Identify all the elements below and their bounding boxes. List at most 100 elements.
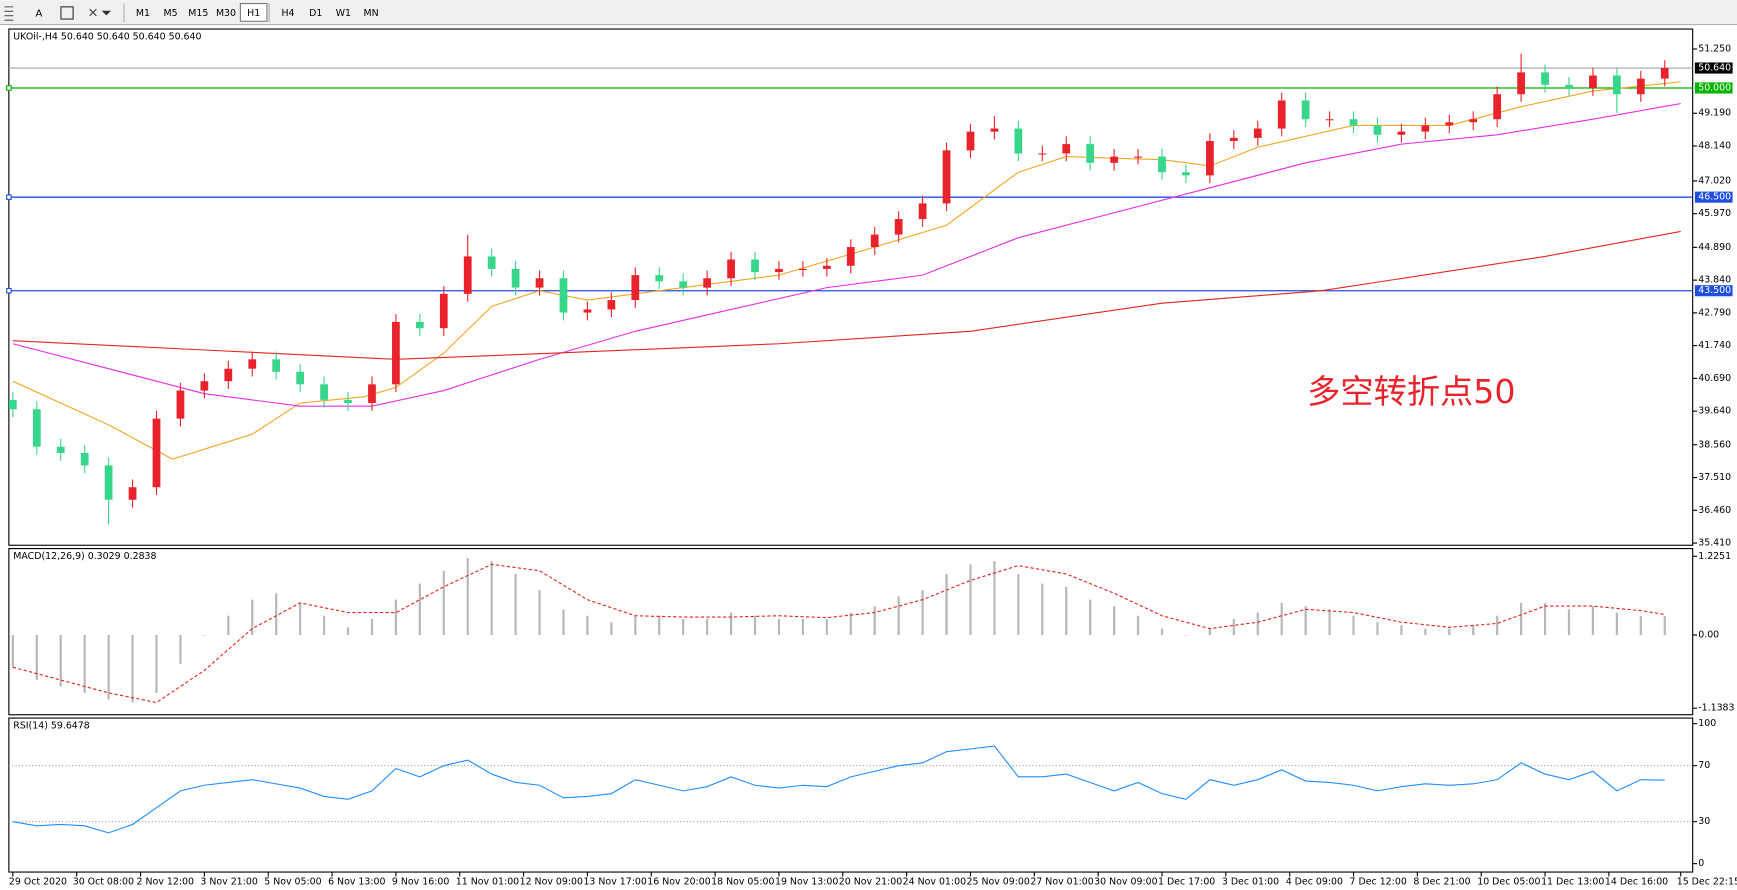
- period-button[interactable]: M30: [216, 8, 236, 19]
- candle-body: [463, 256, 472, 294]
- x-tick-label: 30 Oct 08:00: [73, 877, 134, 888]
- y-tick-label: -1.1383: [1698, 703, 1734, 714]
- x-tick-label: 3 Nov 21:00: [200, 877, 257, 888]
- macd-bar: [849, 612, 852, 636]
- x-tick-label: 10 Dec 05:00: [1477, 877, 1540, 888]
- macd-bar: [11, 635, 14, 668]
- candle-body: [1541, 72, 1549, 85]
- candle-body: [1206, 141, 1214, 176]
- macd-bar: [969, 564, 972, 636]
- macd-bar: [1256, 612, 1259, 636]
- period-button[interactable]: MN: [364, 8, 379, 19]
- macd-bar: [83, 635, 86, 693]
- crosshair-icon[interactable]: [4, 6, 14, 21]
- candle-body: [583, 309, 592, 313]
- macd-bar: [1136, 615, 1140, 636]
- period-active: [239, 2, 268, 22]
- y-tick-label: 40.690: [1698, 373, 1731, 384]
- macd-bar: [1591, 606, 1595, 636]
- macd-bar: [729, 612, 733, 636]
- panel-frame: [8, 28, 1694, 546]
- toolbar: [0, 0, 1737, 25]
- y-tick-label: 39.640: [1698, 406, 1731, 417]
- candle-body: [799, 268, 807, 271]
- panel-title: RSI(14) 59.6478: [13, 720, 89, 731]
- candle-body: [631, 275, 640, 301]
- y-tick-label: 41.740: [1698, 340, 1731, 351]
- current-price-label: 50.640: [1698, 63, 1731, 74]
- macd-bar: [1328, 609, 1331, 636]
- candle-body: [80, 452, 89, 466]
- level-label: 46.500: [1698, 192, 1731, 203]
- shapes-tool[interactable]: [89, 8, 112, 17]
- candle-body: [1660, 68, 1669, 79]
- candle-body: [104, 465, 113, 500]
- candle-body: [1493, 94, 1502, 120]
- macd-bar: [897, 596, 900, 636]
- label-tool[interactable]: [60, 6, 74, 20]
- x-tick-label: 7 Dec 12:00: [1350, 877, 1407, 888]
- period-button[interactable]: M5: [164, 8, 178, 19]
- macd-bar: [801, 618, 805, 636]
- level-label-box: [1694, 82, 1733, 94]
- macd-bar: [658, 615, 661, 636]
- y-tick-label: 45.970: [1698, 208, 1731, 219]
- macd-bar: [1184, 635, 1188, 636]
- macd-bar: [1232, 618, 1235, 636]
- x-tick-label: 4 Dec 09:00: [1286, 877, 1343, 888]
- macd-bar: [179, 635, 182, 664]
- level-label-box: [1694, 285, 1733, 297]
- candle-body: [1325, 119, 1334, 121]
- period-button[interactable]: W1: [336, 8, 351, 19]
- x-tick-label: 1 Dec 17:00: [1158, 877, 1215, 888]
- x-tick-label: 30 Nov 09:00: [1094, 877, 1157, 888]
- candle-body: [559, 278, 568, 313]
- candle-body: [32, 409, 41, 447]
- candle-body: [655, 275, 664, 282]
- macd-bar: [1496, 615, 1499, 636]
- period-button[interactable]: M1: [136, 8, 150, 19]
- period-button[interactable]: H4: [281, 8, 294, 19]
- period-button[interactable]: H1: [247, 8, 260, 19]
- candle-body: [368, 384, 376, 404]
- macd-bar: [346, 627, 350, 636]
- candle-body: [703, 278, 712, 288]
- period-button[interactable]: M15: [188, 8, 208, 19]
- period-button[interactable]: D1: [309, 8, 322, 19]
- y-tick-label: 38.560: [1698, 439, 1731, 450]
- annotation: 多空转折点50: [1307, 372, 1515, 411]
- y-tick-label: 1.2251: [1698, 551, 1731, 562]
- candle-body: [1158, 156, 1166, 173]
- candle-body: [344, 399, 352, 404]
- macd-bar: [514, 573, 517, 636]
- macd-bar: [155, 635, 158, 693]
- candle-body: [8, 399, 17, 410]
- macd-bar: [1304, 606, 1307, 636]
- macd-bar: [275, 593, 278, 636]
- macd-bar: [1663, 615, 1666, 636]
- y-tick-label: 100: [1698, 718, 1716, 729]
- text-tool[interactable]: A: [35, 9, 42, 20]
- y-tick-label: 0: [1698, 858, 1704, 869]
- x-tick-label: 5 Nov 05:00: [264, 877, 321, 888]
- y-tick-label: 49.190: [1698, 108, 1731, 119]
- x-tick-label: 11 Dec 13:00: [1541, 877, 1604, 888]
- macd-signal: [12, 563, 1665, 704]
- candle-body: [1565, 84, 1573, 88]
- candle-body: [727, 259, 735, 279]
- x-tick-label: 13 Nov 17:00: [583, 877, 646, 888]
- y-tick-label: 44.890: [1698, 242, 1731, 253]
- x-tick-label: 6 Nov 13:00: [328, 877, 385, 888]
- y-tick-label: 35.410: [1698, 538, 1731, 549]
- level-marker: [6, 287, 12, 294]
- candle-body: [248, 359, 257, 369]
- macd-bar: [370, 618, 374, 636]
- y-tick-label: 30: [1698, 816, 1710, 827]
- candle-body: [1517, 72, 1525, 95]
- macd-bar: [418, 583, 421, 636]
- macd-bar: [1017, 573, 1020, 636]
- candle-body: [535, 278, 544, 288]
- current-price-box: [1694, 62, 1733, 74]
